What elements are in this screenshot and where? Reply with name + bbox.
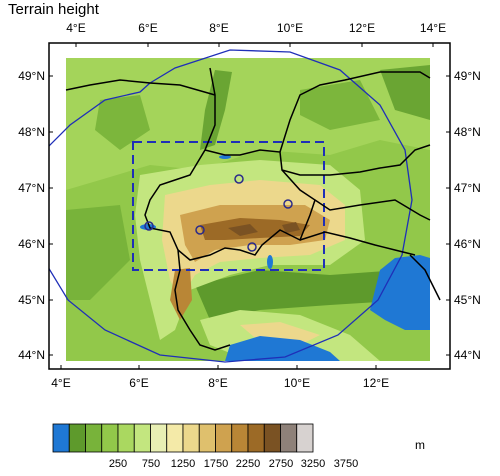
lon-labels-top: 4°E 6°E 8°E 10°E 12°E 14°E	[66, 21, 446, 35]
colorbar-swatch	[280, 423, 298, 453]
colorbar-swatch	[101, 423, 119, 453]
lon-label: 6°E	[138, 21, 157, 35]
station-marker	[144, 221, 154, 231]
colorbar-label: 1750	[204, 458, 228, 470]
lat-label: 47°N	[454, 181, 481, 195]
lat-label: 44°N	[454, 348, 481, 362]
lat-label: 44°N	[18, 348, 45, 362]
lon-label: 8°E	[208, 376, 227, 390]
tick-marks	[49, 43, 450, 369]
lon-label: 6°E	[129, 376, 148, 390]
colorbar-swatch	[133, 423, 151, 453]
lat-label: 49°N	[454, 69, 481, 83]
colorbar-label: 2750	[269, 458, 293, 470]
lon-labels-bottom: 4°E 6°E 8°E 10°E 12°E	[51, 376, 389, 390]
country-borders	[65, 67, 441, 351]
colorbar-unit: m	[415, 438, 425, 452]
colorbar-label: 750	[142, 458, 160, 470]
overlay-layer	[49, 49, 441, 363]
colorbar-swatch	[231, 423, 249, 453]
lat-labels-left: 49°N 48°N 47°N 46°N 45°N 44°N	[18, 69, 45, 362]
outer-domain-outline	[49, 49, 413, 363]
colorbar-labels: 250 750 1250 1750 2250 2750 3250 3750	[109, 458, 358, 470]
colorbar-swatch	[68, 423, 86, 453]
station-marker	[247, 242, 257, 252]
lon-label: 14°E	[420, 21, 446, 35]
lat-label: 48°N	[18, 125, 45, 139]
lat-label: 46°N	[454, 237, 481, 251]
lat-label: 45°N	[18, 293, 45, 307]
colorbar-swatch	[52, 423, 70, 453]
map-title: Terrain height	[8, 1, 99, 18]
terrain-layer	[66, 58, 430, 361]
colorbar-swatch	[85, 423, 103, 453]
lat-labels-right: 49°N 48°N 47°N 46°N 45°N 44°N	[454, 69, 481, 362]
colorbar-swatch	[215, 423, 233, 453]
lon-label: 4°E	[51, 376, 70, 390]
colorbar-label: 3250	[301, 458, 325, 470]
colorbar-label: 250	[109, 458, 127, 470]
colorbar	[52, 423, 314, 453]
colorbar-swatch	[198, 423, 216, 453]
colorbar-swatch	[263, 423, 281, 453]
station-marker	[283, 199, 293, 209]
colorbar-swatch	[296, 423, 314, 453]
colorbar-swatch	[117, 423, 135, 453]
lon-label: 8°E	[209, 21, 228, 35]
colorbar-swatch	[182, 423, 200, 453]
lon-label: 4°E	[66, 21, 85, 35]
map-frame	[48, 42, 451, 370]
station-marker	[234, 174, 244, 184]
colorbar-label: 2250	[236, 458, 260, 470]
colorbar-swatch	[247, 423, 265, 453]
colorbar-label: 1250	[171, 458, 195, 470]
colorbar-swatch	[166, 423, 184, 453]
lon-label: 10°E	[277, 21, 303, 35]
colorbar-swatch	[150, 423, 168, 453]
lon-label: 10°E	[284, 376, 310, 390]
station-markers	[144, 174, 293, 252]
lon-label: 12°E	[363, 376, 389, 390]
colorbar-label: 3750	[334, 458, 358, 470]
station-marker	[195, 225, 205, 235]
lon-label: 12°E	[349, 21, 375, 35]
lat-label: 46°N	[18, 237, 45, 251]
lat-label: 47°N	[18, 181, 45, 195]
lat-label: 49°N	[18, 69, 45, 83]
lat-label: 48°N	[454, 125, 481, 139]
lat-label: 45°N	[454, 293, 481, 307]
